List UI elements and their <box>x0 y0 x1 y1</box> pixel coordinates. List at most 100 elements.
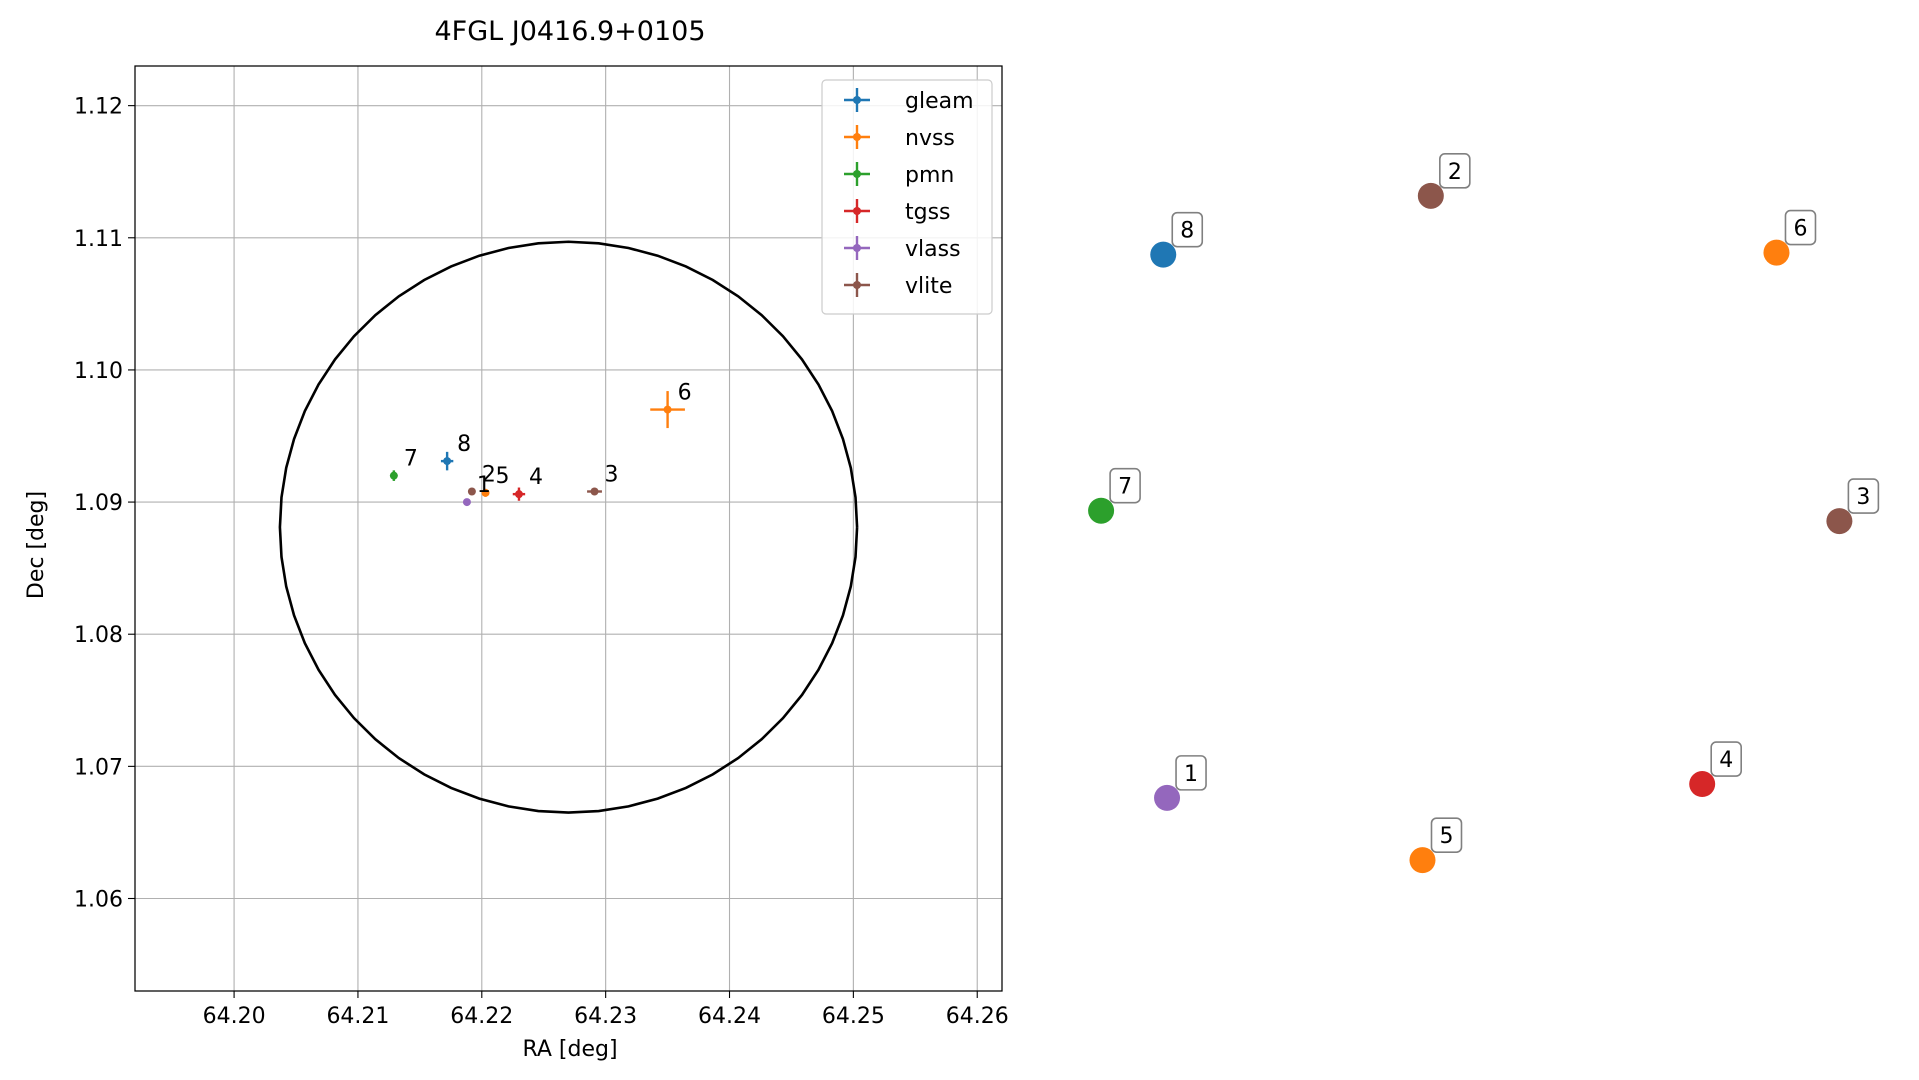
node-5: 5 <box>1409 817 1463 874</box>
legend-label: nvss <box>905 126 955 151</box>
point-label: 6 <box>678 381 692 406</box>
node-label-box <box>1171 211 1204 248</box>
x-tick-label: 64.26 <box>946 1004 1009 1029</box>
legend-label: pmn <box>905 163 954 188</box>
node-2: 2 <box>1417 153 1471 209</box>
point-label: 7 <box>404 447 418 472</box>
legend-entry-gleam: gleam <box>844 88 974 114</box>
point-marker <box>481 488 490 497</box>
legend-entry-vlass: vlass <box>844 236 961 262</box>
node-7: 7 <box>1088 467 1141 524</box>
point-label: 8 <box>457 432 471 457</box>
data-point-vlass-1: 1 <box>462 473 491 507</box>
node-marker <box>1417 182 1444 209</box>
legend-entry-nvss: nvss <box>844 125 955 151</box>
node-label-box <box>1439 153 1471 189</box>
x-tick-label: 64.22 <box>450 1004 513 1029</box>
data-point-nvss-6: 6 <box>650 381 692 429</box>
node-marker <box>1150 241 1177 268</box>
node-label-box <box>1109 467 1141 504</box>
legend-entry-pmn: pmn <box>844 162 954 188</box>
legend-label: tgss <box>905 200 951 225</box>
points-layer: 85 6 7 4 12 3 <box>389 381 692 507</box>
node-label: 4 <box>1719 748 1733 773</box>
y-tick-label: 1.07 <box>74 755 123 780</box>
node-6: 6 <box>1763 209 1817 266</box>
point-label: 5 <box>496 464 510 489</box>
data-point-gleam-8: 8 <box>440 432 471 471</box>
point-marker <box>443 457 452 466</box>
axes-frame <box>134 65 1003 992</box>
legend-label: vlass <box>905 237 961 262</box>
legend-box <box>821 79 993 315</box>
legend-swatch-marker <box>853 244 861 252</box>
legend-entry-tgss: tgss <box>844 199 951 225</box>
x-axis-label: RA [deg] <box>522 1037 617 1062</box>
point-marker <box>514 490 523 499</box>
y-tick-label: 1.09 <box>74 491 123 516</box>
node-label: 8 <box>1180 219 1194 244</box>
data-point-vlite-2: 2 <box>467 463 496 496</box>
node-label-box <box>1784 209 1817 246</box>
point-marker <box>590 487 599 496</box>
node-label: 6 <box>1793 217 1807 242</box>
node-label: 1 <box>1184 762 1198 787</box>
y-tick-label: 1.12 <box>74 95 123 120</box>
ellipse-layer <box>278 240 859 814</box>
point-label: 2 <box>482 463 496 488</box>
point-marker <box>467 487 476 496</box>
legend-swatch-marker <box>853 207 861 215</box>
legend-swatch-marker <box>853 170 861 178</box>
chart-title: 4FGL J0416.9+0105 <box>434 16 705 47</box>
y-tick-label: 1.06 <box>74 888 123 913</box>
node-marker <box>1763 239 1790 266</box>
legend: gleam nvss pmn tgss vlass vlite <box>821 79 993 315</box>
y-tick-label: 1.10 <box>74 359 123 384</box>
x-tick-label: 64.24 <box>698 1004 761 1029</box>
node-label-box <box>1710 741 1742 777</box>
legend-swatch-marker <box>853 133 861 141</box>
x-tick-label: 64.25 <box>822 1004 885 1029</box>
point-label: 1 <box>477 473 491 498</box>
right-chart: 1 2 3 4 5 6 7 8 <box>1088 153 1880 874</box>
node-marker <box>1154 784 1181 811</box>
node-label: 2 <box>1448 160 1462 185</box>
data-point-vlite-3: 3 <box>587 463 619 496</box>
node-label: 3 <box>1856 485 1870 510</box>
point-label: 4 <box>529 465 543 490</box>
node-3: 3 <box>1826 478 1880 535</box>
legend-swatch-marker <box>853 281 861 289</box>
legend-label: vlite <box>905 274 952 299</box>
x-tick-label: 64.21 <box>326 1004 389 1029</box>
legend-label: gleam <box>905 89 974 114</box>
node-label-box <box>1847 478 1880 514</box>
tick-layer: 64.20 64.21 64.22 64.23 64.24 64.25 64.26 1.06 1… <box>74 95 1009 1029</box>
legend-swatch-marker <box>853 96 861 104</box>
point-marker <box>462 498 471 507</box>
point-marker <box>389 471 398 480</box>
node-8: 8 <box>1150 211 1204 268</box>
node-marker <box>1689 771 1716 798</box>
node-4: 4 <box>1689 741 1742 798</box>
node-label: 5 <box>1439 824 1453 849</box>
y-axis-label: Dec [deg] <box>24 491 49 599</box>
node-marker <box>1409 847 1436 874</box>
error-ellipse <box>278 240 859 814</box>
node-1: 1 <box>1154 755 1207 811</box>
node-marker <box>1826 508 1853 535</box>
point-marker <box>663 405 672 414</box>
node-marker <box>1088 497 1115 524</box>
data-point-pmn-7: 7 <box>389 447 418 481</box>
node-label-box <box>1430 817 1463 853</box>
node-label: 7 <box>1118 475 1132 500</box>
y-tick-label: 1.11 <box>74 227 123 252</box>
x-tick-label: 64.23 <box>574 1004 637 1029</box>
x-tick-label: 64.20 <box>203 1004 266 1029</box>
data-point-tgss-4: 4 <box>512 465 543 501</box>
legend-entry-vlite: vlite <box>844 273 952 299</box>
node-label-box <box>1175 755 1207 791</box>
point-label: 3 <box>605 463 619 488</box>
data-point-nvss-5: 5 <box>481 464 510 497</box>
